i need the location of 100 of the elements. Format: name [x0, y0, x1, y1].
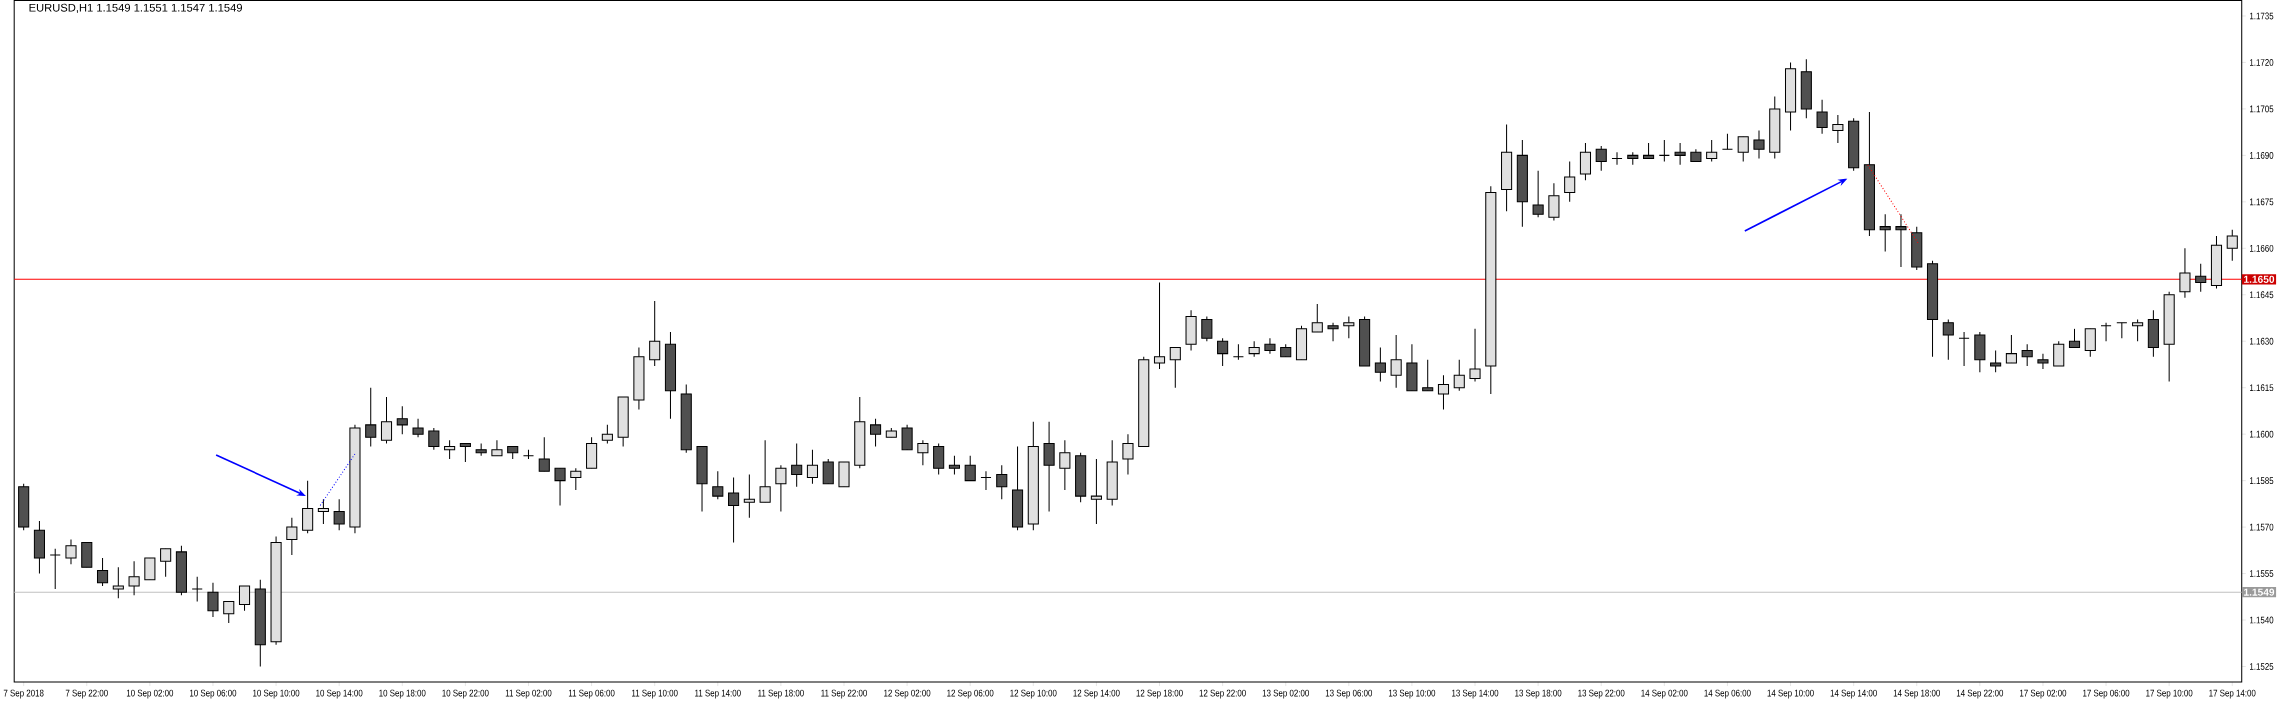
candlestick — [2005, 334, 2017, 364]
candlestick — [1043, 421, 1055, 513]
candlestick — [1343, 316, 1355, 339]
candlestick — [96, 557, 109, 587]
candlestick — [948, 455, 960, 476]
x-tick-label: 12 Sep 22:00 — [1199, 689, 1246, 699]
candlestick — [1548, 182, 1560, 222]
candlestick — [1674, 142, 1686, 166]
candlestick — [601, 424, 613, 445]
candlestick — [1721, 133, 1733, 150]
x-tick-label: 17 Sep 02:00 — [2019, 689, 2067, 699]
candlestick — [1579, 142, 1592, 181]
x-tick-label: 11 Sep 18:00 — [758, 689, 804, 699]
candlestick — [396, 405, 408, 435]
candlestick — [1816, 99, 1828, 135]
y-tick-label: 1.1645 — [2250, 291, 2274, 299]
candlestick — [444, 439, 456, 460]
x-tick-label: 17 Sep 10:00 — [2146, 689, 2193, 699]
candlestick — [1059, 439, 1071, 491]
x-tick-label: 10 Sep 06:00 — [190, 689, 237, 699]
candlestick — [207, 582, 219, 618]
candlestick — [1895, 213, 1907, 268]
x-tick-label: 13 Sep 02:00 — [1262, 689, 1309, 699]
candlestick — [1232, 343, 1244, 361]
candlestick — [1469, 328, 1481, 383]
x-tick-label: 13 Sep 22:00 — [1578, 689, 1625, 699]
x-tick-label: 7 Sep 2018 — [3, 689, 44, 699]
candlestick — [428, 427, 440, 451]
ref-line-label: 1.1549 — [2244, 588, 2275, 596]
candlestick — [933, 443, 945, 476]
candlestick — [1374, 347, 1386, 383]
y-tick-label: 1.1660 — [2250, 245, 2274, 252]
x-tick-label: 17 Sep 06:00 — [2083, 689, 2130, 699]
candlestick — [1264, 337, 1276, 355]
candlestick — [2100, 322, 2112, 342]
candlestick — [160, 548, 172, 578]
candlestick — [1327, 322, 1339, 342]
candlestick — [1737, 136, 1749, 163]
candlestick — [2226, 229, 2238, 262]
candlestick — [2179, 247, 2191, 299]
candlestick — [1564, 161, 1576, 203]
candlestick — [869, 418, 882, 448]
candlestick — [459, 443, 471, 463]
candlestick — [1217, 337, 1229, 367]
candlestick — [728, 477, 740, 544]
candlestick — [1958, 331, 1970, 367]
candlestick — [2116, 322, 2128, 339]
y-tick-label: 1.1570 — [2250, 523, 2274, 531]
candlestick — [822, 458, 834, 485]
x-tick-label: 14 Sep 10:00 — [1767, 689, 1814, 699]
x-tick-label: 12 Sep 18:00 — [1136, 689, 1183, 699]
candlestick — [412, 418, 424, 438]
x-tick-label: 13 Sep 18:00 — [1515, 689, 1562, 699]
y-tick-label: 1.1525 — [2250, 663, 2274, 671]
x-tick-label: 11 Sep 10:00 — [632, 689, 678, 699]
candlestick — [1595, 145, 1607, 172]
candlestick — [996, 464, 1008, 500]
y-tick-label: 1.1540 — [2250, 616, 2274, 624]
candlestick — [2021, 343, 2033, 367]
candlestick — [1879, 213, 1891, 253]
candlestick — [917, 439, 929, 466]
candlestick — [380, 396, 393, 445]
y-tick-label: 1.1555 — [2250, 570, 2274, 578]
candlestick — [1437, 374, 1450, 411]
candlestick — [901, 424, 913, 451]
candlestick — [1658, 139, 1670, 163]
candlestick — [1422, 359, 1434, 392]
x-tick-label: 14 Sep 18:00 — [1893, 689, 1940, 699]
candlestick — [1201, 316, 1213, 342]
candlestick — [1753, 130, 1765, 160]
candlestick — [1311, 303, 1323, 333]
candlestick — [1611, 151, 1623, 166]
candlestick — [1090, 458, 1102, 525]
candlestick — [491, 439, 503, 457]
x-tick-label: 14 Sep 02:00 — [1641, 689, 1688, 699]
candlestick — [1942, 319, 1954, 361]
candlestick — [365, 387, 377, 448]
candlestick — [112, 566, 124, 599]
x-tick-label: 12 Sep 14:00 — [1073, 689, 1120, 699]
chart-title: EURUSD,H1 1.1549 1.1551 1.1547 1.1549 — [29, 3, 243, 14]
x-tick-label: 12 Sep 02:00 — [884, 689, 931, 699]
candlestick — [570, 467, 582, 491]
x-tick-label: 13 Sep 10:00 — [1388, 689, 1436, 699]
candlestick — [286, 517, 298, 556]
candlestick — [1390, 334, 1402, 389]
candlestick — [1990, 350, 2002, 373]
candlestick — [1706, 139, 1718, 163]
y-tick-label: 1.1630 — [2250, 337, 2274, 345]
y-tick-label: 1.1675 — [2250, 198, 2274, 206]
x-tick-label: 11 Sep 02:00 — [505, 689, 552, 699]
x-tick-label: 11 Sep 14:00 — [695, 689, 741, 699]
x-tick-label: 13 Sep 14:00 — [1452, 689, 1499, 699]
x-tick-label: 14 Sep 14:00 — [1830, 689, 1877, 699]
candlestick — [806, 449, 819, 485]
candlestick — [775, 464, 787, 513]
x-tick-label: 10 Sep 22:00 — [442, 689, 489, 699]
y-tick-label: 1.1600 — [2250, 430, 2274, 438]
candlestick — [743, 474, 755, 519]
y-tick-label: 1.1690 — [2250, 152, 2274, 159]
candlestick — [2084, 328, 2096, 358]
